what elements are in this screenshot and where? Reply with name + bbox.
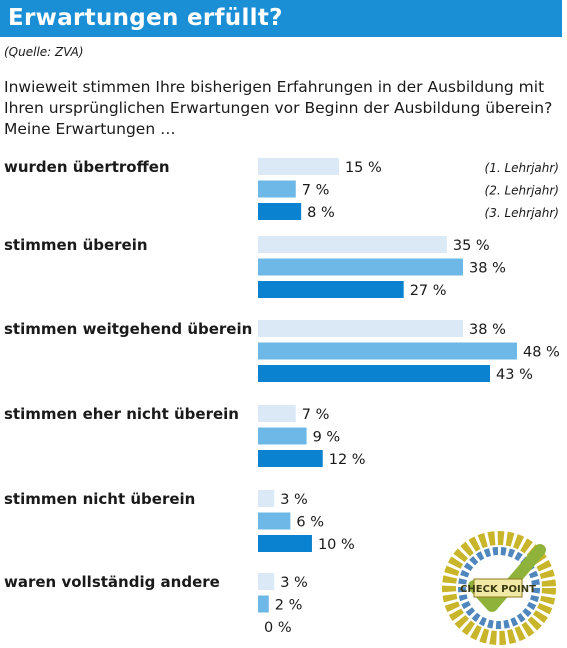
- value-label: 48 %: [523, 345, 560, 361]
- bar: [258, 595, 269, 613]
- value-label: 3 %: [280, 575, 308, 591]
- bar: [258, 450, 323, 467]
- bar: [258, 512, 291, 530]
- value-label: 9 %: [313, 430, 341, 446]
- value-label: 15 %: [345, 160, 382, 176]
- question-line: Meine Erwartungen …: [4, 120, 176, 138]
- category-label: stimmen nicht überein: [4, 490, 195, 508]
- bar: [258, 236, 447, 253]
- value-label: 27 %: [410, 283, 447, 299]
- survey-question: Inwieweit stimmen Ihre bisherigen Erfahr…: [4, 77, 560, 140]
- category-label: stimmen weitgehend überein: [4, 320, 252, 338]
- value-label: 35 %: [453, 238, 490, 254]
- value-label: 12 %: [329, 452, 366, 468]
- value-label: 38 %: [469, 322, 506, 338]
- value-label: 7 %: [302, 407, 330, 423]
- value-label: 10 %: [318, 537, 355, 553]
- bar: [258, 342, 517, 360]
- value-label: 38 %: [469, 261, 506, 277]
- category-label: waren vollständig andere: [4, 573, 220, 591]
- source-note: (Quelle: ZVA): [4, 45, 84, 59]
- logo-ring: [442, 531, 556, 645]
- legend-entry: (1. Lehrjahr): [485, 161, 559, 175]
- bar: [258, 180, 296, 198]
- value-label: 6 %: [296, 515, 324, 531]
- bar: [258, 405, 296, 422]
- logo-inner-ring: [458, 547, 540, 629]
- category-label: wurden übertroffen: [4, 158, 170, 176]
- bar: [258, 490, 275, 507]
- question-line: Inwieweit stimmen Ihre bisherigen Erfahr…: [4, 78, 545, 96]
- category-label: stimmen eher nicht überein: [4, 405, 239, 423]
- value-label: 3 %: [280, 492, 308, 508]
- bar: [258, 203, 302, 220]
- bar: [258, 158, 339, 175]
- check-point-logo: CHECK POINT: [442, 531, 556, 645]
- logo-text: CHECK POINT: [460, 584, 536, 595]
- chart-title: Erwartungen erfüllt?: [0, 0, 562, 37]
- bar: [258, 320, 464, 337]
- category-label: stimmen überein: [4, 236, 148, 254]
- bar: [258, 427, 307, 445]
- value-label: 43 %: [496, 367, 533, 383]
- value-label: 2 %: [275, 598, 303, 614]
- legend-entry: (2. Lehrjahr): [485, 184, 559, 198]
- bar: [258, 258, 464, 276]
- legend-entry: (3. Lehrjahr): [485, 206, 559, 220]
- question-line: Ihren ursprünglichen Erwartungen vor Beg…: [4, 99, 553, 117]
- bar: [258, 573, 275, 590]
- bar: [258, 281, 404, 298]
- logo-label-box: [473, 578, 523, 598]
- value-label: 8 %: [307, 205, 335, 221]
- value-label: 0 %: [264, 620, 292, 636]
- bar: [258, 535, 312, 552]
- bar: [258, 365, 491, 382]
- value-label: 7 %: [302, 183, 330, 199]
